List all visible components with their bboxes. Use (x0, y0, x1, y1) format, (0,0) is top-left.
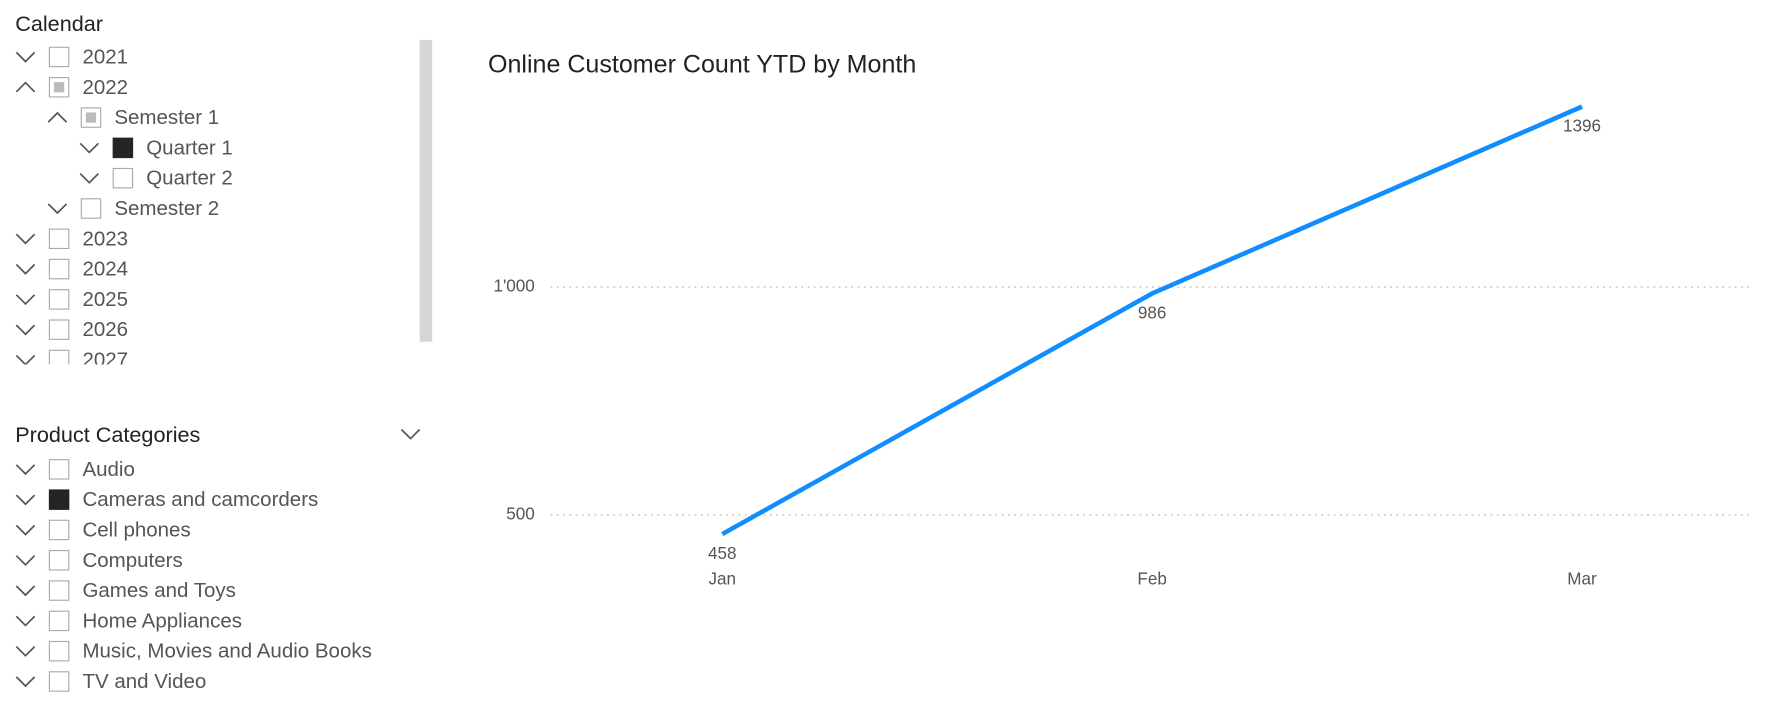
slicer-item-label[interactable]: 2026 (82, 318, 128, 341)
slicer-item-label[interactable]: 2024 (82, 258, 128, 281)
category-items: Audio Cameras and camcorders Cell phones Co… (15, 458, 372, 693)
slicer-item-label[interactable]: Music, Movies and Audio Books (82, 640, 371, 663)
checkbox[interactable] (48, 640, 70, 662)
slicer-item-label[interactable]: Semester 2 (114, 197, 219, 220)
data-label: 1396 (1563, 117, 1601, 136)
data-label: 986 (1138, 303, 1167, 322)
slicer-item-label[interactable]: Computers (82, 549, 182, 572)
checkbox[interactable] (112, 167, 134, 189)
expand-chevron[interactable] (15, 233, 36, 245)
checkbox-partial (85, 112, 97, 123)
expand-chevron[interactable] (15, 51, 36, 63)
checkbox[interactable] (48, 349, 70, 369)
expand-chevron[interactable] (15, 494, 36, 506)
checkbox[interactable] (48, 319, 70, 340)
slicer-item-label[interactable]: TV and Video (82, 670, 206, 693)
scrollbar[interactable] (419, 39, 433, 342)
checkbox[interactable] (48, 228, 70, 250)
slicer-item-label[interactable]: 2027 (82, 349, 128, 372)
slicer-item-label[interactable]: Quarter 2 (146, 167, 233, 190)
checkbox[interactable] (80, 198, 102, 219)
slicer-item-label[interactable]: Audio (82, 458, 134, 481)
expand-chevron[interactable] (15, 615, 36, 627)
checkbox[interactable] (112, 137, 134, 159)
x-tick-label: Mar (1567, 569, 1597, 588)
slicer-item-label[interactable]: 2023 (82, 227, 128, 250)
slicer-title: Calendar (15, 11, 103, 36)
checkbox[interactable] (48, 671, 70, 692)
expand-chevron[interactable] (15, 676, 36, 688)
expand-chevron[interactable] (79, 173, 99, 184)
checkbox[interactable] (48, 580, 70, 601)
slicer-item-label[interactable]: 2021 (82, 46, 128, 69)
line (721, 104, 1583, 537)
expand-chevron[interactable] (15, 585, 36, 597)
slicer-item-label[interactable]: Games and Toys (82, 579, 235, 602)
slicer-item-label[interactable]: Semester 1 (114, 106, 219, 129)
slicer-item-label[interactable]: Cell phones (82, 519, 190, 542)
data-label: 458 (708, 544, 737, 563)
expand-chevron[interactable] (47, 203, 68, 215)
expand-chevron[interactable] (79, 142, 99, 154)
y-tick-label: 500 (506, 504, 534, 523)
slicer-item-label[interactable]: Quarter 1 (146, 136, 233, 159)
chart-title: Online Customer Count YTD by Month (488, 51, 916, 79)
slicer-item-label[interactable]: 2025 (82, 288, 128, 311)
expand-chevron[interactable] (15, 646, 36, 657)
checkbox[interactable] (48, 46, 70, 68)
expand-chevron[interactable] (47, 111, 68, 123)
slicer-item-label[interactable]: 2022 (82, 76, 128, 99)
checkbox[interactable] (48, 459, 70, 480)
line-chart: 500 1'000 Jan Feb Mar 458 986 1396 (493, 104, 1752, 588)
slicer-item-label[interactable]: Home Appliances (82, 609, 242, 632)
y-tick-label: 1'000 (493, 277, 534, 296)
slicer-item-label[interactable]: Cameras and camcorders (82, 488, 318, 511)
calendar-items: 2021 2022 Semester 1 Quarter 1 Quarter 2 Seme… (15, 46, 233, 372)
expand-chevron[interactable] (15, 294, 36, 306)
checkbox[interactable] (48, 610, 70, 632)
checkbox[interactable] (48, 519, 70, 541)
expand-chevron[interactable] (15, 263, 36, 275)
checkbox[interactable] (48, 550, 70, 571)
x-tick-label: Feb (1137, 569, 1166, 588)
expand-chevron[interactable] (15, 524, 36, 536)
expand-chevron[interactable] (15, 555, 36, 567)
expand-chevron[interactable] (15, 354, 36, 365)
dropdown-chevron[interactable] (400, 428, 421, 440)
expand-chevron[interactable] (15, 81, 36, 93)
x-tick-label: Jan (709, 569, 737, 588)
checkbox[interactable] (48, 489, 70, 510)
checkbox[interactable] (48, 289, 70, 310)
slicer-title: Product Categories (15, 422, 200, 447)
checkbox-partial (53, 82, 65, 93)
expand-chevron[interactable] (15, 324, 36, 336)
expand-chevron[interactable] (15, 464, 36, 476)
checkbox[interactable] (48, 258, 70, 280)
